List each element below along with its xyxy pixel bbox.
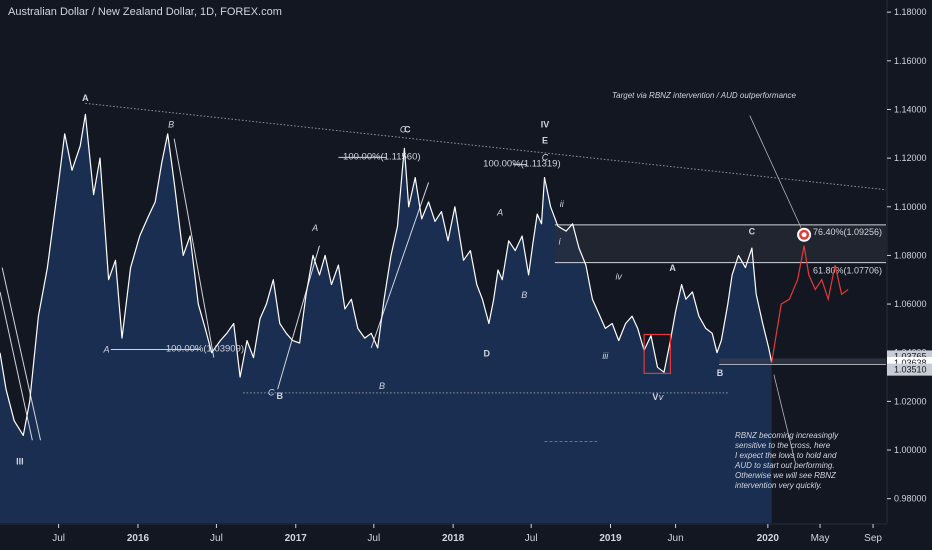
x-tick-label: Jul [367, 533, 380, 544]
x-tick-label: 2019 [599, 533, 622, 544]
measure-label: 100.00%(1.11319) [483, 159, 560, 170]
target-icon-center [801, 232, 807, 238]
wave-label: i [559, 236, 562, 246]
y-tick-label: 1.00000 [894, 445, 927, 455]
measure-label: 100.00%(1.03909) [166, 344, 244, 355]
y-tick-label: 1.16000 [894, 56, 927, 66]
x-tick-label: Jul [52, 533, 65, 544]
x-tick-label: Sep [864, 533, 882, 544]
wave-label: iii [602, 351, 609, 361]
x-tick-label: Jul [525, 533, 538, 544]
x-tick-label: 2020 [757, 533, 780, 544]
y-tick-label: 1.12000 [894, 153, 927, 163]
wave-label: C [404, 125, 411, 135]
y-axis-panel [887, 0, 932, 550]
wave-label: B [717, 368, 724, 378]
fib-level-label: 76.40%(1.09256) [813, 227, 882, 237]
wave-label: C [749, 227, 756, 237]
low-highlight-box [643, 333, 672, 374]
price-line [0, 113, 773, 436]
x-tick-label: Jun [668, 533, 684, 544]
wave-label: B [277, 391, 284, 401]
wave-label: C [268, 387, 275, 397]
wave-label: D [484, 348, 491, 358]
rbnz-note-line: sensitive to the cross, here [735, 441, 831, 450]
chart-title: Australian Dollar / New Zealand Dollar, … [8, 6, 282, 18]
y-tick-label: 1.18000 [894, 7, 927, 17]
x-tick-label: 2016 [127, 533, 150, 544]
wave-label: ii [560, 199, 565, 209]
price-badge-label: 1.03765 [894, 351, 927, 361]
wave-label: E [542, 136, 548, 146]
wave-label: V [652, 392, 658, 402]
trendline [85, 102, 887, 191]
x-tick-label: 2018 [442, 533, 465, 544]
y-tick-label: 0.98000 [894, 494, 927, 504]
y-tick-label: 1.02000 [894, 396, 927, 406]
wave-label: A [102, 345, 109, 355]
x-tick-label: Jul [210, 533, 223, 544]
fib-level-label: 61.80%(1.07706) [813, 266, 882, 276]
wave-channel-line [1, 267, 42, 441]
projection-line [771, 245, 849, 363]
rbnz-note-line: AUD to start out performing. [735, 461, 835, 470]
wave-label: v [659, 392, 664, 402]
measure-label: 100.00%(1.11560) [343, 151, 420, 162]
wave-label: C [542, 153, 549, 163]
wave-label: A [496, 207, 503, 217]
x-axis-panel [0, 524, 932, 550]
wave-label: C [400, 125, 407, 135]
fib-band [554, 224, 886, 263]
wave-label: III [16, 457, 24, 467]
y-tick-label: 1.10000 [894, 202, 927, 212]
y-tick-label: 1.14000 [894, 104, 927, 114]
x-tick-label: 2017 [285, 533, 308, 544]
price-badge [887, 363, 932, 376]
wave-label: iv [615, 272, 622, 282]
wave-label: IV [541, 120, 550, 130]
wave-channel-line [173, 138, 215, 358]
price-band [719, 358, 886, 365]
target-callout-line [749, 115, 802, 228]
y-tick-label: 1.08000 [894, 250, 927, 260]
rbnz-callout-line [773, 374, 796, 464]
rbnz-note-line: RBNZ becoming increasingly [735, 431, 839, 440]
rbnz-note-line: intervention very quickly. [735, 481, 822, 490]
rbnz-note-line: Otherwise we will see RBNZ [735, 471, 836, 480]
target-note: Target via RBNZ intervention / AUD outpe… [612, 91, 796, 100]
wave-label: B [379, 381, 385, 391]
x-tick-label: May [811, 533, 830, 544]
wave-channel-line [277, 245, 320, 390]
y-tick-label: 1.06000 [894, 299, 927, 309]
wave-label: A [311, 223, 318, 233]
price-badge-label: 1.03510 [894, 365, 927, 375]
price-area-fill [0, 114, 772, 524]
price-badge-label: 1.03638 [894, 358, 927, 368]
wave-label: B [521, 290, 527, 300]
rbnz-note: RBNZ becoming increasingly sensitive to … [735, 431, 838, 491]
rbnz-note-line: I expect the lows to hold and [735, 451, 837, 460]
wave-label: B [168, 120, 174, 130]
wave-label: A [669, 263, 676, 273]
wave-label: A [82, 93, 89, 103]
